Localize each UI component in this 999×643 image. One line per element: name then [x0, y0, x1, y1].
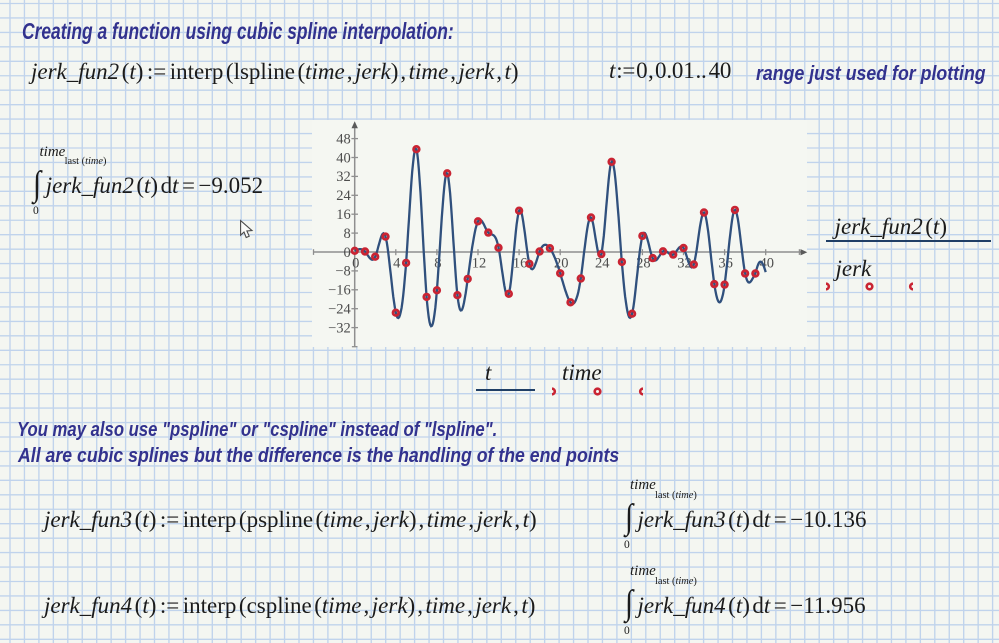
svg-text:32: 32	[336, 169, 351, 185]
svg-text:40: 40	[336, 150, 351, 166]
svg-text:−24: −24	[328, 302, 351, 318]
svg-text:36: 36	[718, 256, 733, 272]
svg-text:8: 8	[344, 226, 351, 242]
svg-text:0: 0	[352, 256, 359, 272]
svg-text:−8: −8	[335, 264, 350, 280]
svg-text:16: 16	[336, 207, 351, 223]
svg-text:4: 4	[393, 256, 401, 272]
svg-text:12: 12	[472, 256, 487, 272]
svg-text:−16: −16	[328, 283, 351, 299]
svg-text:24: 24	[336, 188, 351, 204]
svg-text:48: 48	[336, 131, 351, 147]
svg-text:16: 16	[513, 256, 528, 272]
svg-text:0: 0	[344, 245, 351, 261]
svg-text:24: 24	[595, 256, 610, 272]
svg-text:−32: −32	[328, 320, 351, 336]
